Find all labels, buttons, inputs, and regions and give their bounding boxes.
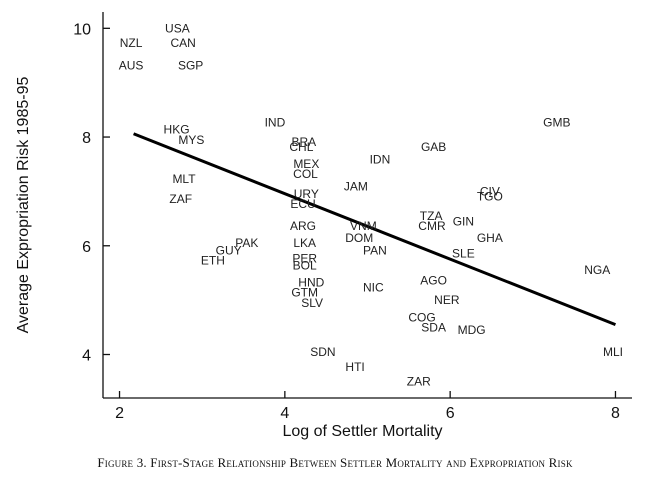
- y-tick-label: 8: [82, 130, 91, 147]
- x-tick-label: 8: [611, 405, 620, 422]
- data-point-label: IND: [265, 115, 286, 129]
- data-point-label: ETH: [201, 253, 225, 267]
- data-point-label: CMR: [418, 219, 446, 233]
- fit-line: [133, 132, 617, 327]
- y-tick-label: 4: [82, 348, 91, 365]
- data-point-label: GMB: [543, 115, 570, 129]
- y-tick-label: 6: [82, 239, 91, 256]
- data-point-label: GTM: [291, 286, 318, 300]
- data-point-label: HKG: [164, 122, 190, 136]
- data-point-label: JAM: [344, 180, 368, 194]
- data-point-label: HTI: [345, 360, 364, 374]
- scatter-chart: 2 4 6 8 4 6 8 10 Log of Settler Mortality Average…: [15, 12, 632, 440]
- data-point-label: NER: [434, 293, 460, 307]
- data-point-label: GAB: [421, 140, 446, 154]
- data-point-label: MDG: [458, 323, 486, 337]
- data-point-label: MYS: [178, 133, 204, 147]
- data-point-label: GUY: [216, 244, 242, 258]
- data-point-label: GHA: [477, 231, 503, 245]
- data-point-label: SLE: [452, 246, 475, 260]
- y-axis-label: Average Expropriation Risk 1985-95: [15, 77, 32, 334]
- data-point-label: BRA: [292, 135, 317, 149]
- data-point-label: ZAR: [407, 375, 431, 389]
- data-point-label: BOL: [293, 258, 317, 272]
- x-tick-label: 4: [280, 405, 289, 422]
- data-point-label: COL: [293, 167, 318, 181]
- data-point-label: ARG: [290, 219, 316, 233]
- data-point-label: MLI: [603, 345, 623, 359]
- data-point-label: SGP: [178, 58, 203, 72]
- data-point-label: PAK: [235, 236, 258, 250]
- data-point-label: CAN: [171, 36, 196, 50]
- data-point-label: PER: [292, 251, 317, 265]
- data-point-label: MLT: [172, 172, 196, 186]
- x-axis-label: Log of Settler Mortality: [282, 423, 442, 440]
- data-point-label: PAN: [363, 244, 387, 258]
- data-point-label: VNM: [350, 219, 377, 233]
- data-point-label: COG: [408, 311, 435, 325]
- data-point-label: MEX: [293, 157, 319, 171]
- data-point-label: SDN: [310, 345, 335, 359]
- data-point-label: ECU: [290, 197, 315, 211]
- data-point-label: TGO: [477, 189, 503, 203]
- data-point-label: AUS: [119, 58, 144, 72]
- data-point-label: GIN: [453, 214, 474, 228]
- data-point-label: SLV: [301, 296, 323, 310]
- data-point-label: TZA: [420, 209, 443, 223]
- figure-caption: Figure 3. First-Stage Relationship Betwe…: [97, 455, 573, 470]
- data-point-label: SDA: [421, 320, 446, 334]
- data-point-label: NZL: [120, 36, 143, 50]
- data-point-label: USA: [165, 21, 190, 35]
- data-point-label: CHL: [289, 140, 313, 154]
- y-tick-label: 10: [73, 21, 91, 38]
- data-point-label: LKA: [293, 236, 316, 250]
- data-point-label: HND: [298, 276, 324, 290]
- data-point-label: URY: [294, 187, 319, 201]
- data-point-label: DOM: [345, 231, 373, 245]
- data-point-label: NIC: [363, 281, 384, 295]
- data-point-label: AGO: [420, 274, 447, 288]
- data-point-label: ZAF: [169, 192, 192, 206]
- x-tick-label: 2: [115, 405, 124, 422]
- data-point-label: IDN: [370, 152, 391, 166]
- x-tick-label: 6: [446, 405, 455, 422]
- data-point-label: CIV: [480, 184, 500, 198]
- data-point-label: NGA: [584, 263, 610, 277]
